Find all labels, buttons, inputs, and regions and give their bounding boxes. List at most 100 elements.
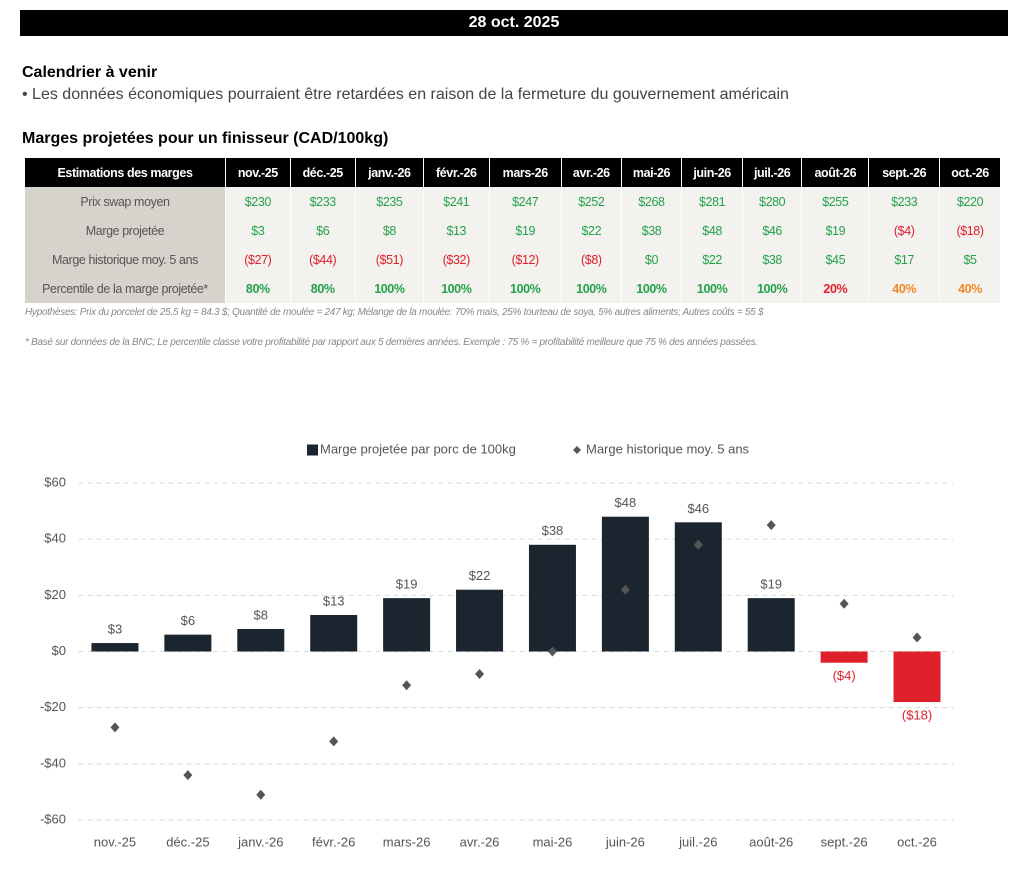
table-cell: $17 [868, 245, 941, 274]
table-cell: ($18) [939, 216, 1001, 245]
column-header: nov.-25 [225, 158, 291, 187]
bar [91, 643, 139, 652]
bar [164, 634, 212, 652]
bar [456, 589, 504, 652]
value-label: $19 [396, 577, 418, 592]
y-tick-label: $0 [52, 643, 66, 658]
legend-swatch [573, 446, 581, 454]
x-tick-label: avr.-26 [460, 834, 500, 849]
bar [383, 598, 431, 652]
value-label: $46 [687, 501, 709, 516]
bar [528, 544, 576, 652]
table-cell: 100% [621, 274, 683, 303]
row-label: Percentile de la marge projetée* [25, 274, 226, 303]
table-cell: $19 [489, 216, 562, 245]
header-row: Estimations des marges nov.-25 déc.-25 janv… [25, 158, 1001, 187]
table-cell: ($32) [423, 245, 490, 274]
calendar-text: • Les données économiques pourraient êtr… [22, 86, 789, 103]
table-cell: $6 [290, 216, 356, 245]
y-tick-label: -$20 [40, 699, 66, 714]
table-cell: 40% [939, 274, 1001, 303]
table-cell: $268 [621, 187, 683, 216]
y-tick-label: $40 [44, 531, 66, 546]
table-cell: $38 [621, 216, 683, 245]
diamond-marker [256, 789, 266, 800]
value-label: $3 [108, 622, 122, 637]
table-row: Percentile de la marge projetée* 80% 80% 10… [25, 274, 1001, 303]
table-cell: ($12) [489, 245, 562, 274]
diamond-marker [620, 584, 630, 595]
table-cell: 40% [868, 274, 941, 303]
table-cell: $22 [561, 216, 622, 245]
table-cell: $230 [225, 187, 291, 216]
diamond-marker [912, 632, 922, 643]
table-cell: $22 [681, 245, 744, 274]
diamond-marker [402, 680, 412, 691]
table-cell: 100% [489, 274, 562, 303]
chart: -$60 -$40 -$20 $0 $20 $40 $60 nov.-25 déc.-25 jan… [40, 441, 954, 849]
bar [237, 629, 285, 652]
y-tick-label: -$60 [40, 811, 66, 826]
value-label: ($4) [833, 668, 856, 683]
column-header: oct.-26 [939, 158, 1001, 187]
x-tick-label: mai-26 [533, 834, 573, 849]
diamond-marker [183, 770, 193, 781]
table-cell: $5 [939, 245, 1001, 274]
table-cell: 100% [561, 274, 622, 303]
table-cell: 20% [801, 274, 870, 303]
table-cell: $281 [681, 187, 744, 216]
calendar-title: Calendrier à venir [22, 64, 158, 81]
value-label: $8 [254, 607, 268, 622]
y-tick-label: -$40 [40, 755, 66, 770]
table-cell: $235 [355, 187, 425, 216]
legend-label: Marge projetée par porc de 100kg [320, 441, 516, 456]
table-cell: ($51) [355, 245, 425, 274]
table-cell: $3 [225, 216, 291, 245]
value-label: ($18) [902, 707, 932, 722]
value-label: $19 [760, 577, 782, 592]
value-label: $38 [542, 523, 564, 538]
table-cell: $247 [489, 187, 562, 216]
value-label: $6 [181, 613, 195, 628]
table-cell: 100% [355, 274, 425, 303]
date-header: 28 oct. 2025 [20, 10, 1008, 36]
table-cell: $8 [355, 216, 425, 245]
legend-swatch [307, 444, 318, 456]
diamond-marker [329, 736, 339, 747]
x-tick-label: déc.-25 [166, 834, 209, 849]
x-tick-label: mars-26 [383, 834, 431, 849]
x-tick-label: sept.-26 [821, 834, 868, 849]
legend-label: Marge historique moy. 5 ans [586, 441, 750, 456]
column-header: Estimations des marges [25, 158, 226, 187]
diamond-marker [766, 520, 776, 531]
table-cell: $45 [801, 245, 870, 274]
table-cell: $19 [801, 216, 870, 245]
diamond-marker [110, 722, 120, 733]
row-label: Prix swap moyen [25, 187, 226, 216]
diamond-marker [475, 668, 485, 679]
table-cell: $46 [742, 216, 803, 245]
column-header: juil.-26 [742, 158, 803, 187]
table-row: Prix swap moyen $230 $233 $235 $241 $247 $252 $… [25, 187, 1001, 216]
y-tick-label: $20 [44, 587, 66, 602]
table-cell: $252 [561, 187, 622, 216]
column-header: juin-26 [681, 158, 744, 187]
row-label: Marge projetée [25, 216, 226, 245]
value-label: $22 [469, 568, 491, 583]
row-label: Marge historique moy. 5 ans [25, 245, 226, 274]
table-cell: $241 [423, 187, 490, 216]
bar [601, 516, 649, 652]
table-cell: $280 [742, 187, 803, 216]
bar [820, 651, 868, 663]
bar [893, 651, 941, 703]
x-tick-label: oct.-26 [897, 834, 937, 849]
table-cell: 100% [423, 274, 490, 303]
diamond-marker [693, 539, 703, 550]
x-tick-label: févr.-26 [312, 834, 355, 849]
column-header: janv.-26 [355, 158, 425, 187]
table-cell: 100% [681, 274, 744, 303]
x-tick-label: août-26 [749, 834, 793, 849]
note: * Basé sur données de la BNC; Le percent… [25, 337, 758, 348]
table-cell: ($4) [868, 216, 941, 245]
